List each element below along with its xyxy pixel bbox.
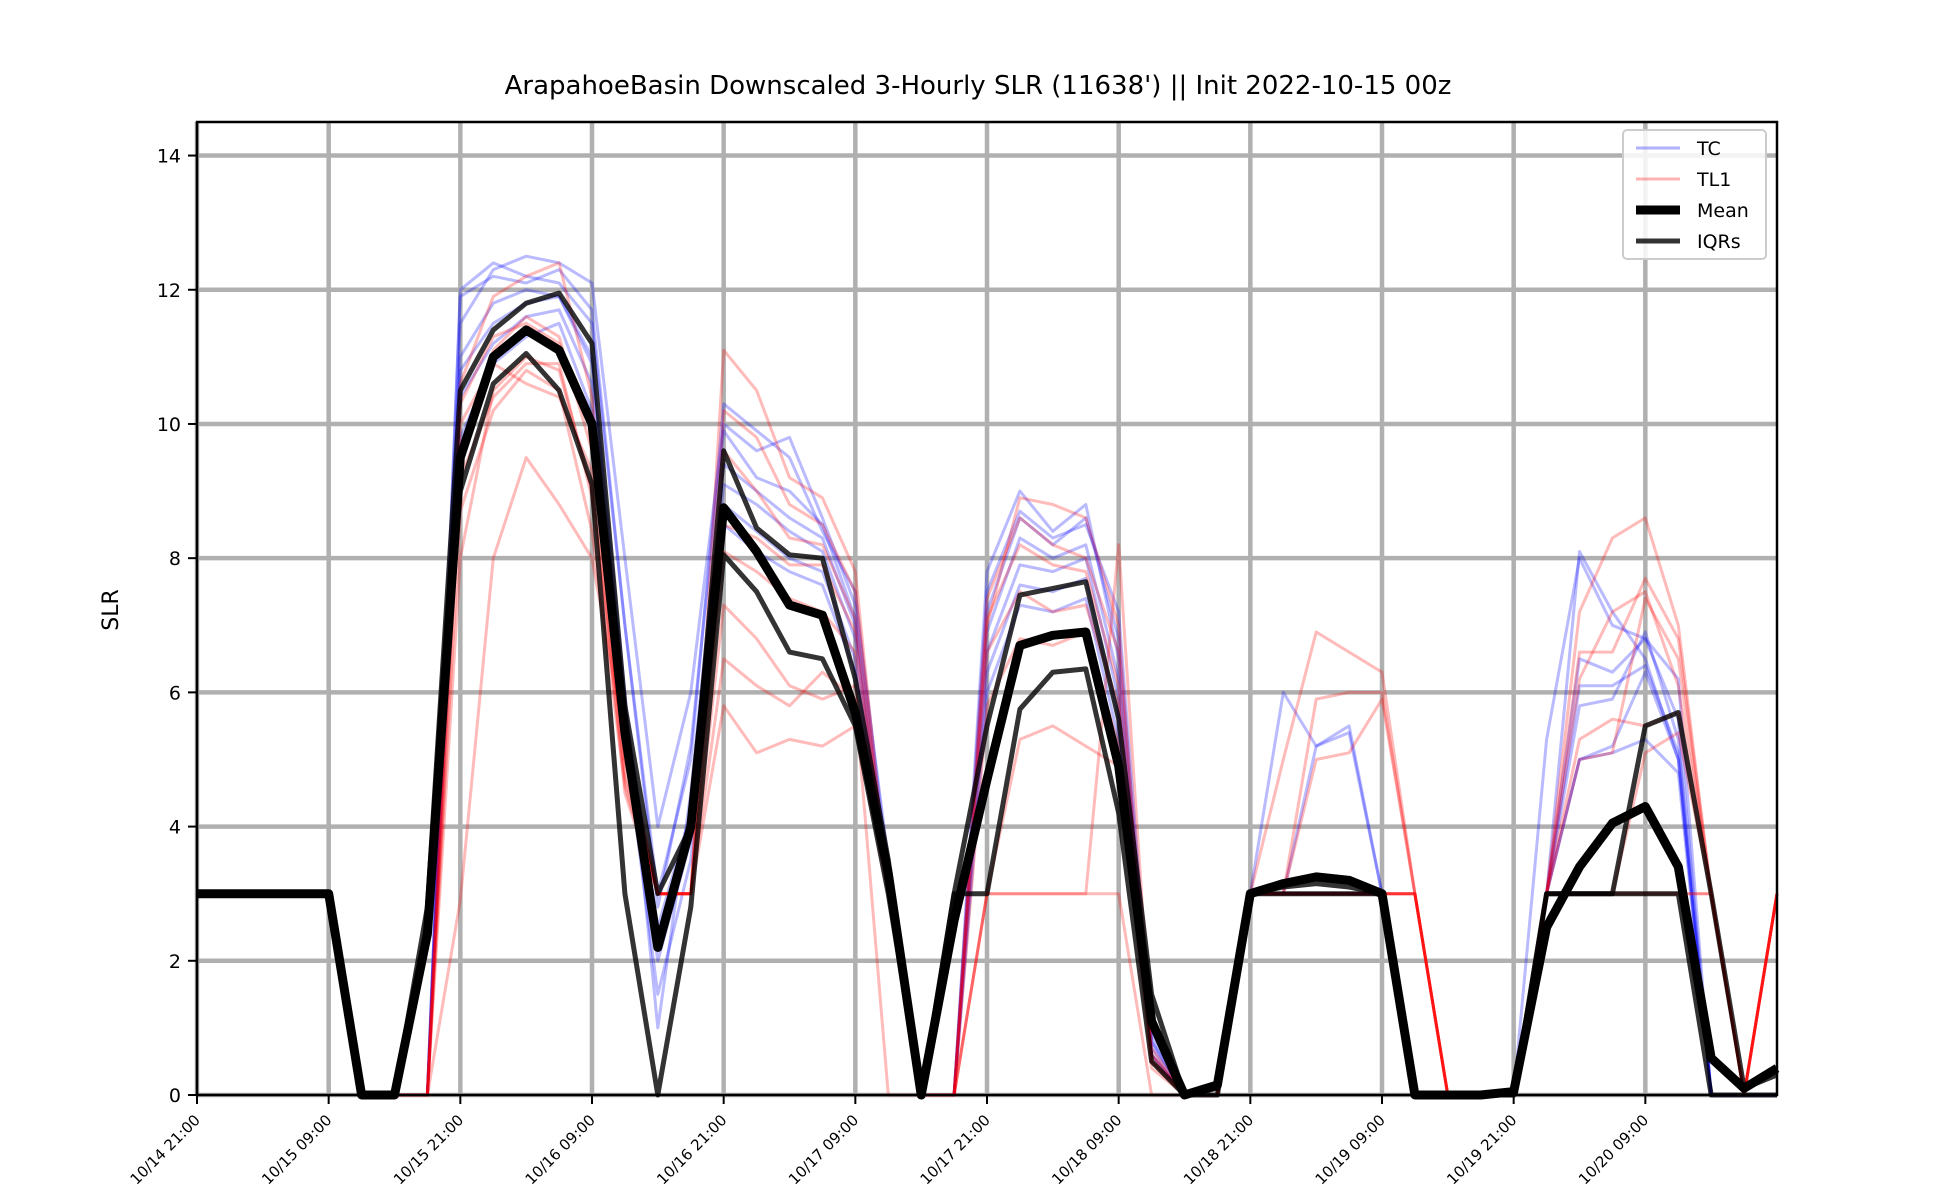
y-tick-label: 6 xyxy=(169,682,181,704)
y-tick-label: 2 xyxy=(169,951,181,973)
mean-polyline xyxy=(197,325,1780,1100)
x-tick-label: 10/19 09:00 xyxy=(1312,1111,1389,1188)
y-tick-label: 0 xyxy=(169,1085,181,1107)
y-tick-label: 14 xyxy=(157,146,181,168)
legend-label: TL1 xyxy=(1696,169,1731,191)
y-tick-label: 10 xyxy=(157,414,181,436)
x-tick-label: 10/18 09:00 xyxy=(1048,1111,1125,1188)
x-tick-label: 10/15 09:00 xyxy=(258,1111,335,1188)
x-tick-label: 10/20 09:00 xyxy=(1575,1111,1652,1188)
legend-label: IQRs xyxy=(1697,231,1741,253)
chart-title: ArapahoeBasin Downscaled 3-Hourly SLR (1… xyxy=(505,71,1452,101)
legend-label: Mean xyxy=(1697,200,1749,222)
mean-line xyxy=(197,325,1780,1100)
x-tick-label: 10/19 21:00 xyxy=(1443,1111,1520,1188)
y-axis-label: SLR xyxy=(99,589,124,631)
legend: TC TL1 Mean IQRs xyxy=(1622,129,1767,260)
y-tick-label: 4 xyxy=(169,817,181,839)
x-tick-label: 10/18 21:00 xyxy=(1180,1111,1257,1188)
legend-box xyxy=(1622,129,1767,260)
legend-label: TC xyxy=(1696,138,1721,160)
y-axis-ticks: 0 2 4 6 8 10 12 14 xyxy=(157,146,197,1107)
x-axis-ticks: 10/14 21:00 10/15 09:00 10/15 21:00 10/16 0… xyxy=(127,1095,1652,1188)
y-tick-label: 12 xyxy=(157,280,181,302)
x-tick-label: 10/15 21:00 xyxy=(390,1111,467,1188)
x-tick-label: 10/17 09:00 xyxy=(785,1111,862,1188)
y-tick-label: 8 xyxy=(169,548,181,570)
x-tick-label: 10/17 21:00 xyxy=(917,1111,994,1188)
x-tick-label: 10/14 21:00 xyxy=(127,1111,204,1188)
x-tick-label: 10/16 09:00 xyxy=(522,1111,599,1188)
x-tick-label: 10/16 21:00 xyxy=(653,1111,730,1188)
